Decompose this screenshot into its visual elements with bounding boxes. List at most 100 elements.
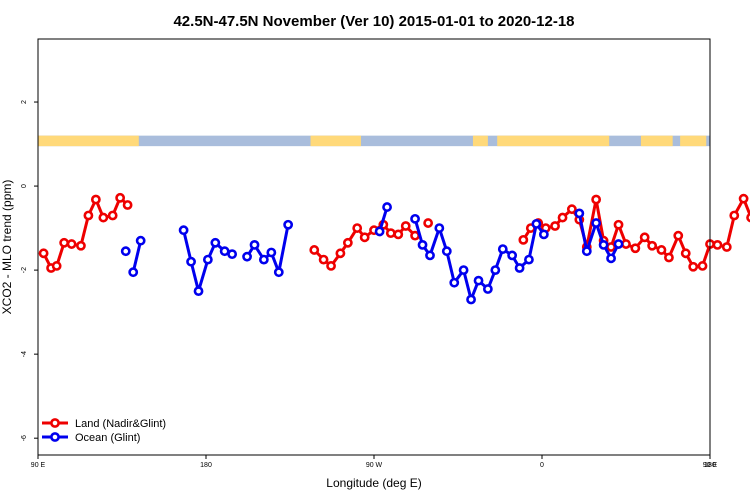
data-point	[557, 212, 568, 223]
data-point	[283, 219, 294, 230]
data-point	[326, 261, 336, 271]
data-point	[531, 218, 542, 229]
data-point	[449, 277, 460, 288]
data-point	[673, 230, 684, 241]
data-point	[382, 202, 392, 212]
y-tick-label: 2	[21, 100, 28, 104]
data-point	[122, 200, 133, 210]
data-point	[738, 193, 749, 204]
data-point	[591, 218, 602, 228]
y-tick-label: -6	[21, 435, 28, 441]
data-point	[66, 239, 77, 249]
data-point	[566, 204, 577, 215]
series-layer	[38, 192, 750, 305]
data-point	[393, 229, 404, 240]
data-point	[400, 221, 411, 231]
series-land	[38, 192, 750, 273]
data-point	[359, 232, 370, 243]
data-point	[482, 284, 493, 294]
data-point	[423, 218, 434, 228]
data-point	[342, 237, 353, 248]
data-point	[518, 234, 529, 245]
data-point	[466, 294, 476, 305]
series-line	[42, 196, 129, 270]
legend-label-ocean: Ocean (Glint)	[75, 432, 140, 444]
data-point	[135, 235, 146, 246]
data-point	[473, 275, 484, 286]
x-tick-label: 90 E	[31, 462, 46, 469]
series-line	[131, 240, 143, 273]
ocean-band	[38, 135, 710, 147]
data-point	[639, 232, 650, 243]
data-point	[656, 245, 667, 255]
data-point	[210, 237, 221, 248]
data-point	[621, 239, 631, 249]
x-axis-label: Longitude (deg E)	[326, 476, 421, 490]
data-point	[266, 247, 277, 258]
data-point	[538, 229, 549, 240]
data-point	[318, 254, 329, 265]
data-point	[664, 252, 674, 263]
data-point	[186, 256, 196, 267]
data-point	[242, 251, 252, 262]
data-point	[227, 249, 238, 260]
y-tick-label: -4	[21, 351, 28, 357]
series-line	[522, 197, 750, 269]
data-point	[425, 250, 435, 261]
data-point	[606, 242, 616, 252]
data-point	[273, 267, 284, 278]
land-band	[497, 135, 610, 147]
data-point	[721, 242, 732, 252]
data-point	[746, 212, 750, 223]
data-point	[59, 237, 70, 248]
data-point	[193, 286, 204, 297]
data-point	[581, 246, 592, 257]
data-point	[458, 265, 469, 276]
data-point	[83, 210, 94, 221]
x-tick-label: 180	[200, 462, 212, 469]
data-point	[352, 223, 363, 233]
data-point	[115, 192, 126, 203]
land-ocean-mask	[38, 135, 710, 147]
y-tick-label: -2	[21, 267, 28, 273]
data-point	[524, 254, 534, 265]
data-point	[51, 261, 62, 271]
data-point	[202, 254, 213, 265]
data-point	[490, 265, 501, 276]
data-point	[120, 246, 131, 257]
data-point	[98, 212, 109, 223]
data-point	[591, 194, 602, 205]
data-point	[550, 221, 560, 231]
x-tick-label: 90 W	[366, 462, 383, 469]
data-point	[441, 246, 452, 257]
data-point	[410, 213, 420, 224]
data-point	[258, 254, 269, 265]
data-point	[417, 239, 428, 250]
data-point	[90, 194, 101, 205]
data-point	[249, 239, 260, 250]
data-point	[107, 210, 118, 221]
data-point	[219, 246, 230, 257]
x-tick-label: 180	[704, 462, 716, 469]
data-point	[128, 267, 139, 278]
land-band	[310, 135, 361, 147]
y-tick-label: 0	[21, 184, 28, 188]
chart-title: 42.5N-47.5N November (Ver 10) 2015-01-01…	[173, 13, 574, 30]
data-point	[606, 253, 616, 264]
land-band	[38, 135, 139, 147]
data-point	[729, 210, 740, 221]
data-point	[309, 245, 320, 255]
land-band	[680, 135, 707, 147]
legend: Land (Nadir&Glint) Ocean (Glint)	[42, 418, 166, 444]
data-point	[410, 230, 420, 241]
legend-marker-ocean	[50, 432, 60, 442]
x-tick-label: 0	[540, 462, 544, 469]
data-point	[688, 261, 699, 272]
land-band	[472, 135, 488, 147]
data-point	[434, 223, 445, 233]
data-point	[76, 240, 86, 251]
land-band	[640, 135, 673, 147]
data-point	[647, 240, 658, 251]
